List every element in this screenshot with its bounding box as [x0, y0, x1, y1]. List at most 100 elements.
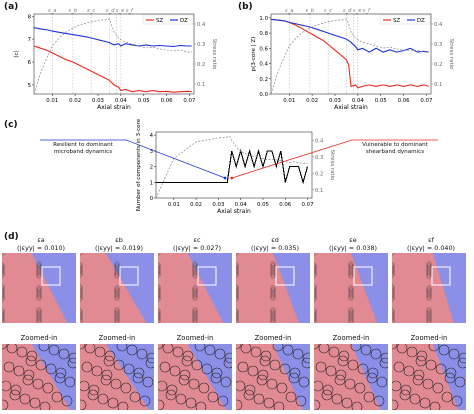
event-label: ε_a	[285, 8, 293, 14]
simulation-tile-εa	[2, 253, 76, 323]
zoom-grain	[84, 344, 96, 354]
strain-label: (|εyy| = 0.019)	[94, 244, 144, 252]
grain	[114, 309, 120, 315]
grain	[192, 287, 198, 293]
grain	[348, 311, 354, 317]
zoom-grain	[61, 395, 73, 407]
zoom-grain	[142, 376, 154, 388]
zoomed-drawing	[392, 344, 466, 410]
grain	[270, 293, 276, 299]
tile-drawing	[236, 253, 310, 323]
x-tick-label: 0.01	[46, 98, 58, 104]
grain	[426, 311, 432, 317]
y-right-tick-label: 0.2	[197, 62, 205, 68]
y-right-tick-label: 0.4	[197, 22, 206, 28]
x-tick-label: 0.03	[212, 202, 224, 208]
zoom-grain	[48, 344, 60, 356]
grain	[192, 261, 198, 267]
grain	[114, 261, 120, 267]
panel-c-label: (c)	[4, 120, 18, 130]
plot-frame	[270, 13, 432, 95]
zoom-grain	[380, 352, 388, 364]
grain	[158, 272, 161, 278]
zoom-grain	[328, 346, 340, 358]
zoom-grain	[425, 359, 437, 371]
zoom-grain	[298, 376, 310, 388]
x-tick-label: 0.07	[302, 202, 314, 208]
eps-label: εc	[193, 236, 201, 244]
zoom-grain	[236, 399, 243, 410]
grain	[36, 261, 42, 267]
column-header-εd: εd (|εyy| = 0.035)	[240, 236, 310, 252]
grain	[270, 313, 276, 319]
y-tick-label: 0.8	[259, 31, 268, 37]
grain	[236, 294, 239, 300]
zoomed-drawing	[236, 344, 310, 410]
zoom-grain	[217, 395, 229, 407]
grain	[158, 294, 161, 300]
grain	[192, 285, 198, 291]
x-tick-label: 0.04	[352, 98, 365, 104]
series-stress-ratio	[33, 18, 192, 95]
grain	[392, 296, 395, 302]
grain	[348, 287, 354, 293]
zoom-grain	[276, 382, 288, 394]
zoom-grain	[58, 348, 70, 360]
grain	[270, 315, 276, 321]
zoomed-in-label: Zoomed-in	[20, 334, 58, 342]
zoom-grain	[399, 389, 411, 401]
grain	[426, 291, 432, 297]
zoom-grain	[175, 393, 187, 405]
grain	[348, 267, 354, 273]
grain	[2, 312, 5, 318]
x-tick-label: 0.04	[235, 202, 248, 208]
zoom-grain	[132, 372, 144, 384]
tile-red-region	[314, 253, 377, 323]
grain	[158, 262, 161, 268]
simulation-tile-εb	[80, 253, 154, 323]
grain	[114, 263, 120, 269]
grain	[348, 293, 354, 299]
zoom-grain	[403, 365, 415, 377]
grain	[192, 265, 198, 271]
zoom-grain	[32, 378, 44, 390]
column-header-εb: εb (|εyy| = 0.019)	[84, 236, 154, 252]
grain	[270, 309, 276, 315]
y-right-tick-label: 0.4	[315, 138, 324, 144]
x-tick-label: 0.06	[398, 98, 411, 104]
grain	[192, 263, 198, 269]
zoom-grain	[337, 355, 349, 367]
zoom-grain	[169, 365, 181, 377]
y-tick-label: 4	[150, 133, 154, 139]
grain	[348, 289, 354, 295]
grain	[158, 296, 161, 302]
grain	[80, 308, 83, 314]
x-axis-label: Axial strain	[334, 104, 368, 111]
zoom-grain	[269, 359, 281, 371]
grain	[36, 295, 42, 301]
zoom-grain	[55, 367, 67, 379]
zoom-grain	[240, 344, 252, 354]
zoom-grain	[288, 372, 300, 384]
y-axis-label: ⟨c⟩	[13, 50, 20, 57]
zoom-grain	[25, 355, 37, 367]
grain	[36, 273, 42, 279]
grain	[236, 296, 239, 302]
grain	[2, 270, 5, 276]
grain	[426, 273, 432, 279]
grain	[158, 290, 161, 296]
grain	[192, 295, 198, 301]
zoom-grain	[87, 389, 99, 401]
eps-label: εf	[428, 236, 434, 244]
zoom-grain	[22, 374, 34, 386]
zoom-grain	[448, 348, 460, 360]
grain	[2, 264, 5, 270]
zoom-grain	[444, 372, 456, 384]
grain	[2, 288, 5, 294]
grain	[2, 292, 5, 298]
grain	[314, 316, 317, 322]
grain	[270, 265, 276, 271]
zoom-grain	[224, 352, 232, 364]
series-stress-ratio	[155, 135, 308, 199]
zoom-box	[353, 266, 373, 286]
